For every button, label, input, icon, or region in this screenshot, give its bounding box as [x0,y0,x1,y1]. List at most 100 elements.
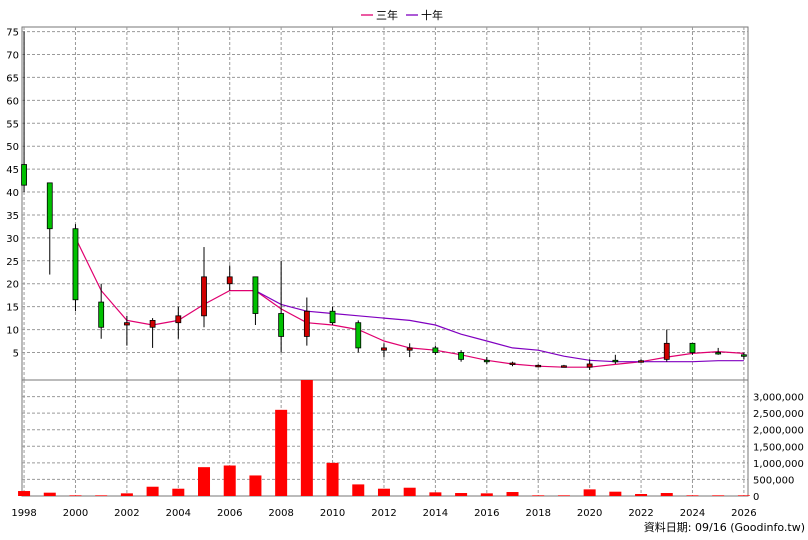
x-tick-label: 2014 [423,508,448,519]
price-tick-label: 30 [6,234,19,245]
candle-body [715,352,722,355]
volume-bar [686,495,699,496]
candle-body [329,310,336,324]
volume-bar [275,409,288,496]
candle-body [355,322,362,349]
x-tick-label: 2002 [114,508,139,519]
candle-body [381,347,387,351]
volume-tick-label: 2,000,000 [753,426,804,437]
volume-bar [609,491,622,496]
volume-bar [506,492,519,496]
volume-tick-label: 500,000 [753,475,794,486]
volume-panel-frame [21,379,749,497]
volume-bar [712,495,725,496]
x-tick-label: 2018 [525,508,550,519]
price-panel-frame [21,26,749,381]
price-tick-label: 60 [6,96,19,107]
candle-body [303,310,310,337]
candle-body [740,354,747,357]
candle-body [252,276,259,314]
candle-body [638,360,644,363]
x-axis-labels: 1998 2000 2002 2004 2006 2008 2010 2012 2014 2016… [11,508,756,519]
price-tick-label: 70 [6,51,19,62]
candle-body [201,276,207,317]
volume-bar [557,495,570,496]
volume-bar [223,465,236,496]
volume-bar [43,492,56,496]
volume-tick-label: 0 [753,492,759,503]
volume-bar [532,495,545,496]
volume-bar [377,488,390,496]
volume-bar [737,495,750,496]
candle-body [226,276,233,285]
candle-body [123,322,130,326]
volume-bar [249,475,262,496]
candle-body [98,301,105,328]
candle-body [406,347,413,351]
price-grid [22,27,748,380]
candle-body [586,363,593,368]
x-tick-label: 2026 [731,508,756,519]
volume-bar [146,486,159,496]
x-tick-label: 2012 [371,508,396,519]
price-tick-label: 35 [6,211,19,222]
volume-axis-labels: 0 500,000 1,000,000 1,500,000 2,000,000 2,500… [753,393,804,503]
candle-body [149,320,156,328]
x-tick-label: 2006 [217,508,242,519]
legend-label-ten-year: 十年 [421,8,443,22]
legend: 三年 十年 [361,8,443,22]
volume-bar [403,487,416,496]
candle-body [663,342,670,360]
volume-bar [95,495,108,496]
candle-body [561,365,567,368]
x-tick-label: 2010 [320,508,345,519]
volume-grid [22,380,748,496]
x-tick-label: 2000 [63,508,88,519]
candle-body [21,164,27,186]
candle-body [72,228,79,301]
volume-bar [18,491,31,496]
volume-bar [455,493,468,496]
candle-body [175,315,182,324]
volume-bars [18,380,750,496]
price-tick-label: 45 [6,165,19,176]
volume-bar [198,467,211,496]
ten-year-average-line [255,290,744,363]
volume-bar [120,493,133,496]
price-tick-label: 50 [6,142,19,153]
price-tick-label: 65 [6,73,19,84]
price-panel: 5 10 15 20 25 30 35 40 45 50 55 60 65 70 75 [6,26,749,381]
price-tick-label: 5 [13,348,19,359]
candle-body [278,313,285,337]
volume-tick-label: 1,000,000 [753,459,804,470]
volume-tick-label: 3,000,000 [753,393,804,404]
volume-bar [480,493,493,496]
data-date-credit: 資料日期: 09/16 (Goodinfo.tw) [644,520,805,534]
x-tick-label: 2024 [680,508,705,519]
x-tick-label: 2004 [166,508,191,519]
legend-label-three-year: 三年 [376,8,398,22]
candle-body [535,364,542,368]
price-axis-labels: 5 10 15 20 25 30 35 40 45 50 55 60 65 70 75 [6,28,19,360]
price-tick-label: 55 [6,119,19,130]
price-tick-label: 15 [6,303,19,314]
volume-tick-label: 2,500,000 [753,409,804,420]
x-tick-label: 2008 [268,508,293,519]
volume-bar [69,495,82,496]
candle-body [432,347,439,353]
volume-bar [429,492,442,496]
volume-tick-label: 1,500,000 [753,442,804,453]
volume-bar [172,488,185,496]
candle-body [509,362,516,365]
candle-body [689,342,696,353]
volume-bar [660,493,673,496]
candle-body [612,359,619,363]
candlesticks [21,31,747,370]
price-tick-label: 75 [6,28,19,39]
price-tick-label: 25 [6,257,19,268]
volume-bar [352,484,365,496]
x-tick-label: 2020 [577,508,602,519]
volume-panel: 0 500,000 1,000,000 1,500,000 2,000,000 2,500… [18,379,804,503]
candle-body [458,352,464,360]
